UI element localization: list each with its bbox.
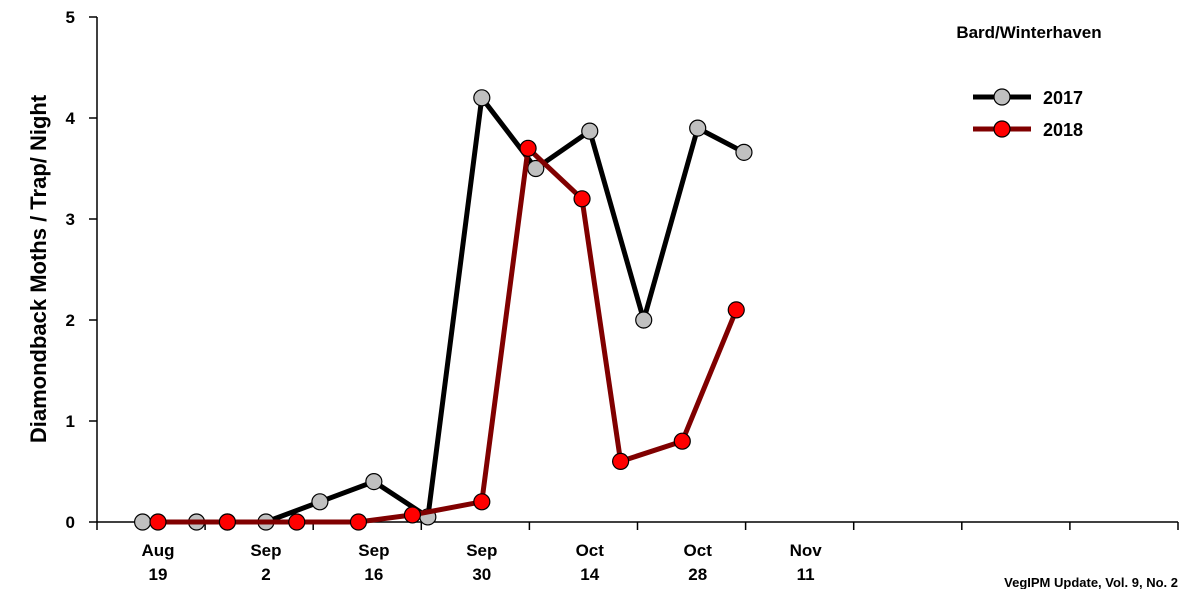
series-line (142, 91, 746, 525)
x-tick-label: Aug (141, 541, 174, 560)
data-point (673, 432, 691, 450)
series-2017 (133, 89, 753, 531)
data-point (133, 513, 152, 531)
data-point (581, 122, 599, 140)
legend-entry: 2017 (973, 88, 1083, 108)
y-tick-label: 3 (66, 210, 75, 229)
data-point (218, 513, 236, 531)
data-point (611, 452, 630, 470)
x-tick-label: 11 (797, 565, 815, 584)
y-tick-label: 5 (66, 8, 75, 27)
x-tick-label: 28 (688, 565, 707, 584)
legend-entry: 2018 (973, 120, 1083, 140)
y-tick-label: 1 (66, 412, 75, 431)
axes: 0 1 2 3 4 5 Aug 19 Sep 2 Sep 16 Sep 30 Oct 14 Oct 28 Nov 11 (66, 8, 1179, 584)
legend-marker (993, 120, 1011, 138)
y-tick-label: 2 (66, 311, 75, 330)
data-point (149, 513, 167, 531)
x-tick-label: Sep (358, 541, 389, 560)
x-tick-label: Sep (466, 541, 497, 560)
y-tick-label: 4 (66, 109, 76, 128)
x-tick-label: 14 (580, 565, 599, 584)
data-point (403, 506, 422, 524)
y-axis-title: Diamondback Moths / Trap/ Night (26, 94, 51, 443)
data-point (473, 493, 491, 511)
data-point (573, 190, 591, 208)
data-point (288, 513, 306, 531)
series-layer (133, 89, 753, 531)
data-point (311, 493, 329, 511)
x-tick-label: Oct (684, 541, 713, 560)
x-tick-label: 30 (472, 565, 491, 584)
footnote: VegIPM Update, Vol. 9, No. 2 (1004, 575, 1178, 589)
x-tick-label: Oct (576, 541, 605, 560)
data-point (689, 119, 707, 137)
legend-label: 2017 (1043, 88, 1083, 108)
data-point (519, 139, 537, 157)
legend: Bard/Winterhaven 2017 2018 (956, 23, 1101, 140)
series-line (158, 143, 739, 525)
legend-title: Bard/Winterhaven (956, 23, 1101, 42)
data-point (349, 513, 368, 531)
data-point (473, 89, 491, 107)
x-tick-label: 16 (364, 565, 383, 584)
data-point (727, 301, 745, 319)
x-tick-label: 19 (149, 565, 168, 584)
data-point (635, 311, 653, 329)
series-2018 (149, 139, 745, 531)
data-point (365, 473, 383, 491)
data-point (735, 143, 753, 161)
x-tick-label: Sep (250, 541, 281, 560)
legend-marker (993, 88, 1011, 106)
x-tick-label: 2 (261, 565, 270, 584)
legend-label: 2018 (1043, 120, 1083, 140)
y-tick-label: 0 (66, 513, 75, 532)
x-tick-label: Nov (790, 541, 823, 560)
